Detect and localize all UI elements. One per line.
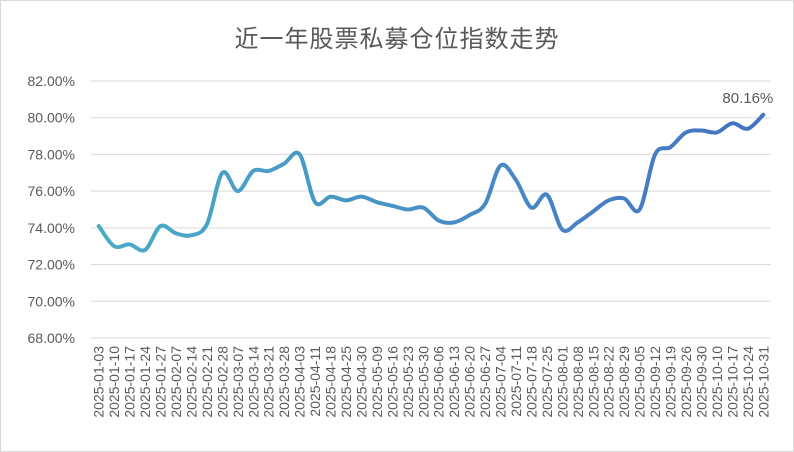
x-tick-label: 2025-01-27: [153, 346, 169, 418]
y-tick-label: 74.00%: [28, 220, 75, 236]
x-tick-label: 2025-05-09: [369, 346, 385, 418]
y-tick-label: 78.00%: [28, 146, 75, 162]
x-tick-label: 2025-02-14: [183, 346, 199, 418]
x-tick-label: 2025-07-11: [508, 346, 524, 417]
x-tick-label: 2025-06-27: [477, 346, 493, 418]
x-tick-label: 2025-07-04: [493, 346, 509, 418]
x-tick-label: 2025-05-30: [415, 346, 431, 418]
x-tick-label: 2025-06-20: [462, 346, 478, 418]
x-tick-label: 2025-04-25: [338, 346, 354, 418]
x-tick-label: 2025-07-18: [523, 346, 539, 418]
x-tick-label: 2025-09-30: [693, 346, 709, 418]
y-tick-label: 76.00%: [28, 183, 75, 199]
x-tick-label: 2025-04-18: [323, 346, 339, 418]
x-tick-label: 2025-04-03: [292, 346, 308, 418]
y-axis-tick-labels: 68.00% 70.00% 72.00% 74.00% 76.00% 78.00% 80.0…: [28, 73, 75, 346]
x-axis-tick-labels: 2025-01-03 2025-01-10 2025-01-17 2025-01-24…: [91, 346, 772, 418]
x-tick-label: 2025-01-03: [91, 346, 107, 418]
y-tick-label: 80.00%: [28, 110, 75, 126]
x-tick-label: 2025-08-08: [570, 346, 586, 418]
x-tick-label: 2025-10-17: [724, 346, 740, 418]
data-labels: 80.16%: [722, 90, 773, 107]
x-tick-label: 2025-01-10: [106, 346, 122, 418]
x-tick-label: 2025-03-28: [276, 346, 292, 418]
x-tick-label: 2025-10-24: [740, 346, 756, 418]
x-tick-label: 2025-03-07: [230, 346, 246, 418]
x-tick-label: 2025-09-05: [632, 346, 648, 418]
y-tick-label: 68.00%: [28, 330, 75, 346]
x-tick-label: 2025-10-10: [709, 346, 725, 418]
x-tick-label: 2025-05-16: [384, 346, 400, 418]
x-tick-label: 2025-02-21: [199, 346, 215, 418]
y-tick-label: 82.00%: [28, 73, 75, 89]
x-tick-label: 2025-05-23: [400, 346, 416, 418]
x-tick-label: 2025-10-31: [755, 346, 771, 418]
series-layer: [96, 112, 766, 253]
x-tick-label: 2025-09-19: [663, 346, 679, 418]
series-line: [96, 112, 766, 253]
x-tick-label: 2025-08-01: [554, 346, 570, 418]
x-tick-label: 2025-01-24: [137, 346, 153, 418]
x-tick-label: 2025-01-17: [122, 346, 138, 418]
x-tick-label: 2025-09-26: [678, 346, 694, 418]
x-tick-label: 2025-06-06: [431, 346, 447, 418]
gridlines: [91, 80, 771, 339]
x-tick-label: 2025-03-21: [261, 346, 277, 418]
x-tick-label: 2025-03-14: [245, 346, 261, 418]
y-tick-label: 70.00%: [28, 293, 75, 309]
chart-title: 近一年股票私募仓位指数走势: [234, 25, 560, 53]
x-tick-label: 2025-04-11: [307, 346, 323, 417]
data-label: 80.16%: [722, 90, 773, 107]
x-tick-label: 2025-08-22: [601, 346, 617, 418]
x-tick-label: 2025-02-28: [214, 346, 230, 418]
x-tick-label: 2025-09-12: [647, 346, 663, 418]
x-tick-label: 2025-08-15: [585, 346, 601, 418]
x-tick-label: 2025-08-29: [616, 346, 632, 418]
x-tick-label: 2025-06-13: [446, 346, 462, 418]
y-tick-label: 72.00%: [28, 257, 75, 273]
x-tick-label: 2025-02-07: [168, 346, 184, 418]
x-tick-label: 2025-04-30: [353, 346, 369, 418]
x-tick-label: 2025-07-25: [539, 346, 555, 418]
